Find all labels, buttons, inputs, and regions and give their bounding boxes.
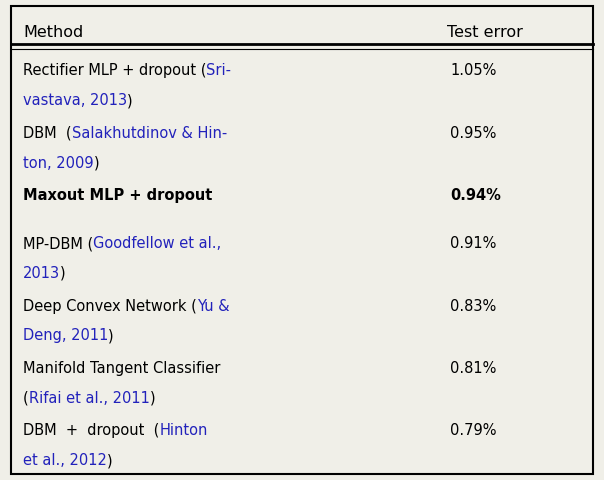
Text: 0.95%: 0.95% [450,126,496,141]
Text: Test error: Test error [447,25,523,40]
Text: Yu &: Yu & [197,299,230,313]
Text: Hinton: Hinton [159,423,208,438]
Text: ton, 2009: ton, 2009 [23,156,94,170]
Text: Rectifier MLP + dropout (: Rectifier MLP + dropout ( [23,63,207,78]
Text: DBM  +  dropout  (: DBM + dropout ( [23,423,159,438]
Text: Deep Convex Network (: Deep Convex Network ( [23,299,197,313]
Text: Deng, 2011: Deng, 2011 [23,328,108,343]
Text: ): ) [60,266,66,281]
FancyBboxPatch shape [11,6,593,474]
Text: Method: Method [23,25,83,40]
Text: ): ) [108,328,114,343]
Text: Rifai et al., 2011: Rifai et al., 2011 [29,391,150,406]
Text: ): ) [150,391,155,406]
Text: Sri-: Sri- [207,63,231,78]
Text: 0.79%: 0.79% [450,423,496,438]
Text: ): ) [94,156,99,170]
Text: ): ) [127,93,133,108]
Text: 0.81%: 0.81% [450,361,496,376]
Text: Maxout MLP + dropout: Maxout MLP + dropout [23,188,213,203]
Text: MP-DBM (: MP-DBM ( [23,236,93,251]
Text: 0.94%: 0.94% [450,188,501,203]
Text: 2013: 2013 [23,266,60,281]
Text: vastava, 2013: vastava, 2013 [23,93,127,108]
Text: 0.83%: 0.83% [450,299,496,313]
Text: Manifold Tangent Classifier: Manifold Tangent Classifier [23,361,220,376]
Text: 1.05%: 1.05% [450,63,496,78]
Text: Goodfellow et al.,: Goodfellow et al., [93,236,221,251]
Text: (: ( [23,391,29,406]
Text: ): ) [107,453,112,468]
Text: et al., 2012: et al., 2012 [23,453,107,468]
Text: 0.91%: 0.91% [450,236,496,251]
Text: DBM  (: DBM ( [23,126,72,141]
Text: Salakhutdinov & Hin-: Salakhutdinov & Hin- [72,126,227,141]
